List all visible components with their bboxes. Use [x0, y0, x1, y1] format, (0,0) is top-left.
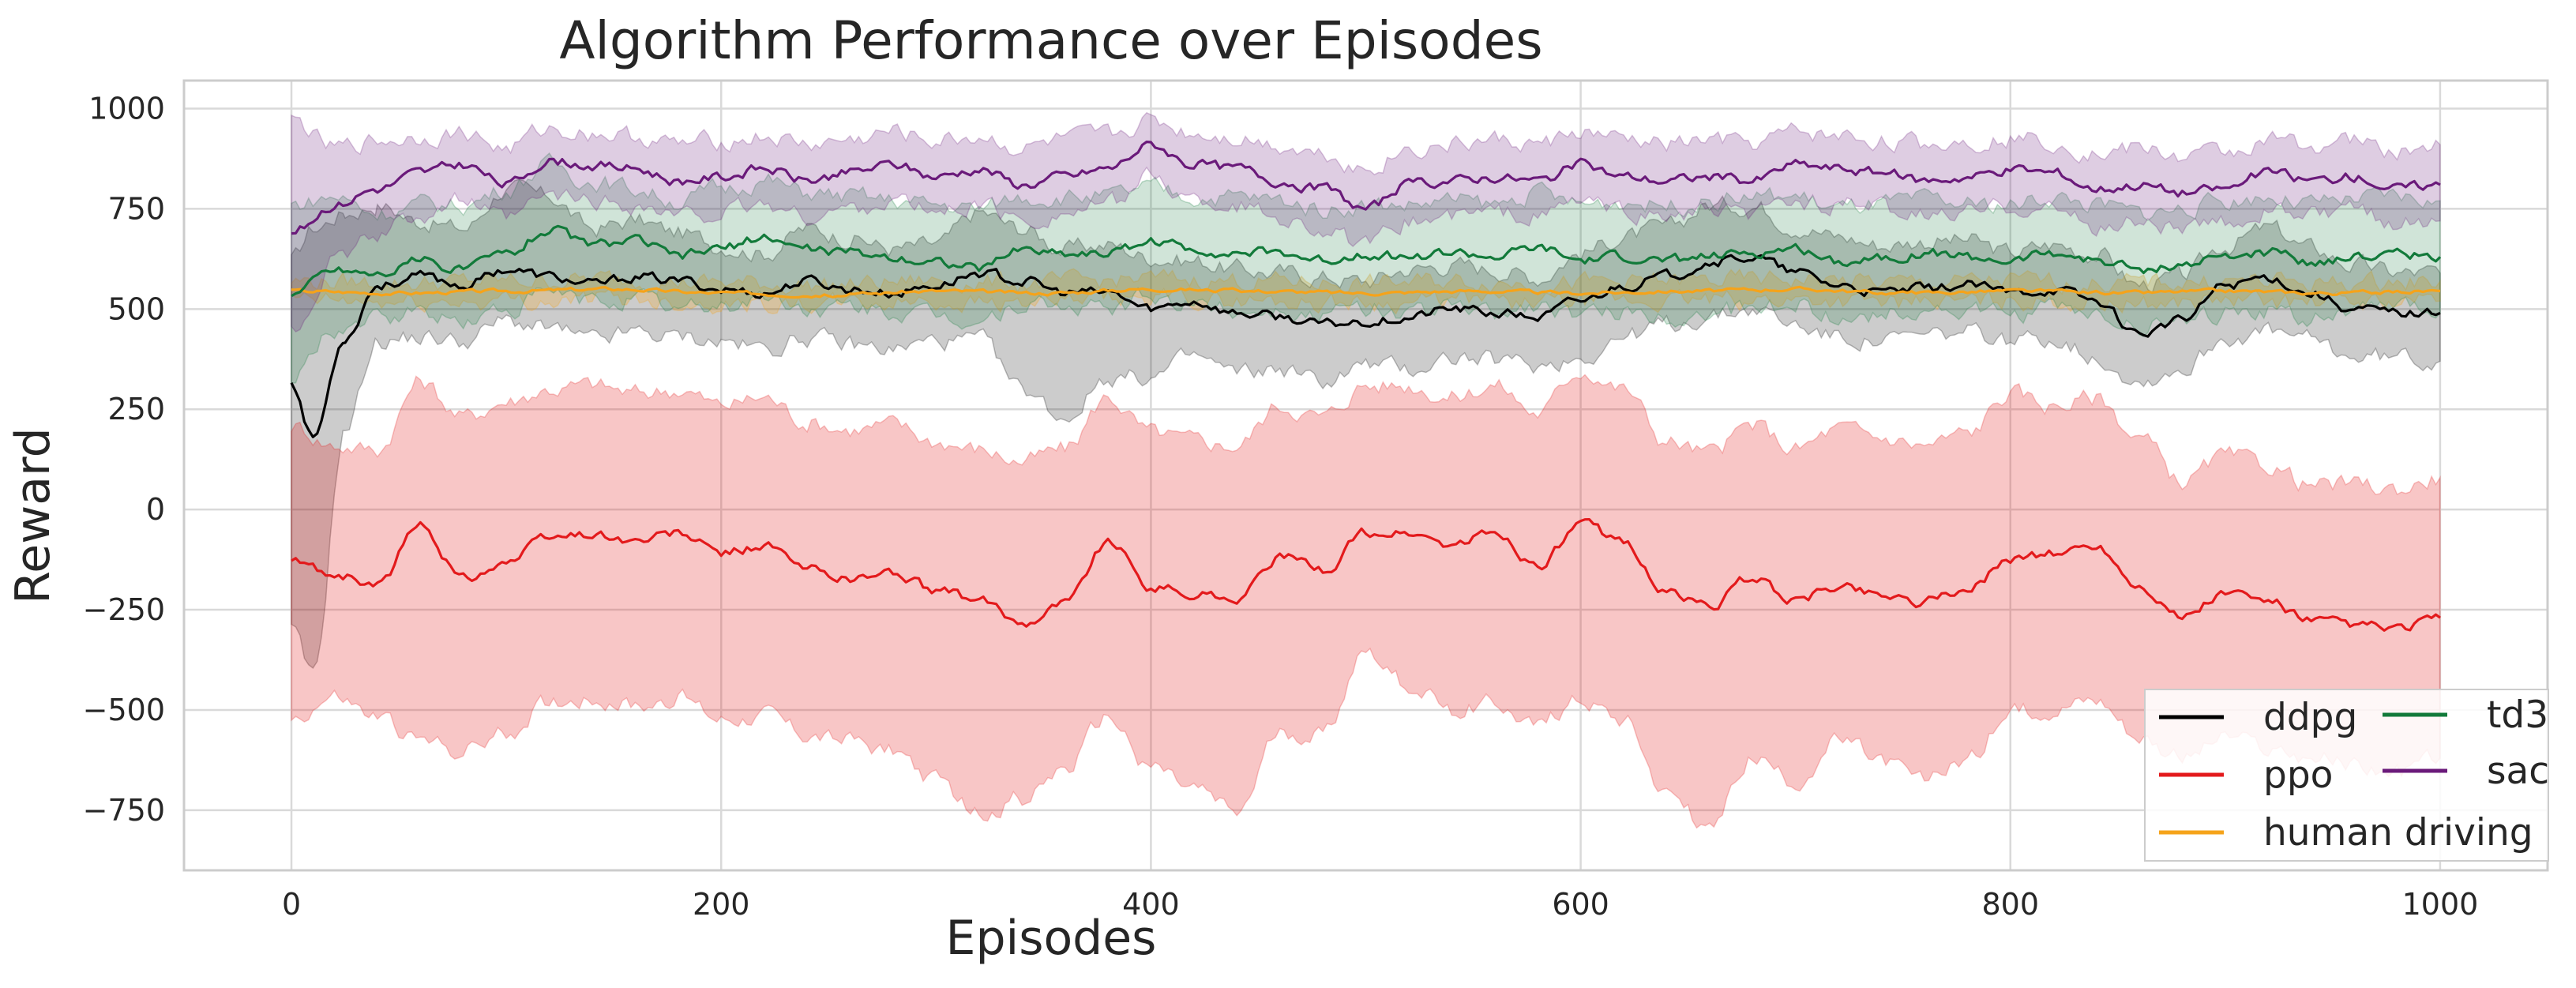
x-tick-label: 1000 — [2402, 887, 2479, 922]
legend-label: sac — [2487, 749, 2549, 793]
y-tick-label: 500 — [107, 291, 165, 326]
band-sac — [291, 111, 2441, 333]
chart-title: Algorithm Performance over Episodes — [559, 10, 1542, 71]
band-ddpg — [291, 178, 2441, 669]
line-ddpg — [290, 254, 2441, 438]
y-tick-label: 750 — [107, 191, 165, 226]
x-axis-ticks: 0 200 400 600 800 1000 — [282, 887, 2478, 922]
series-lines — [290, 141, 2442, 632]
legend-label: human driving — [2263, 811, 2533, 855]
y-tick-label: −750 — [83, 793, 165, 828]
legend-label: ppo — [2263, 753, 2333, 797]
x-axis-label: Episodes — [946, 911, 1157, 966]
legend-label: ddpg — [2263, 696, 2357, 739]
y-tick-label: 1000 — [88, 92, 165, 126]
y-tick-label: 0 — [146, 492, 165, 527]
line-human-driving — [291, 285, 2441, 299]
y-axis-ticks: −750 −500 −250 0 250 500 750 1000 — [83, 92, 165, 828]
x-tick-label: 800 — [1982, 887, 2040, 922]
x-tick-label: 400 — [1122, 887, 1180, 922]
x-tick-label: 600 — [1552, 887, 1609, 922]
y-tick-label: −500 — [83, 693, 165, 727]
x-tick-label: 0 — [282, 887, 301, 922]
legend-label: td3 — [2487, 693, 2548, 737]
line-sac — [291, 141, 2441, 235]
y-tick-label: −250 — [83, 592, 165, 627]
band-human-driving — [291, 268, 2441, 315]
y-axis-label: Reward — [6, 427, 61, 603]
plot-frame — [182, 79, 2549, 872]
y-tick-label: 250 — [107, 392, 165, 426]
confidence-bands — [291, 111, 2441, 829]
x-tick-label: 200 — [693, 887, 750, 922]
legend: ddpg ppo human driving td3 sac — [2144, 689, 2549, 862]
line-ppo — [291, 518, 2441, 632]
line-td3 — [291, 224, 2442, 298]
